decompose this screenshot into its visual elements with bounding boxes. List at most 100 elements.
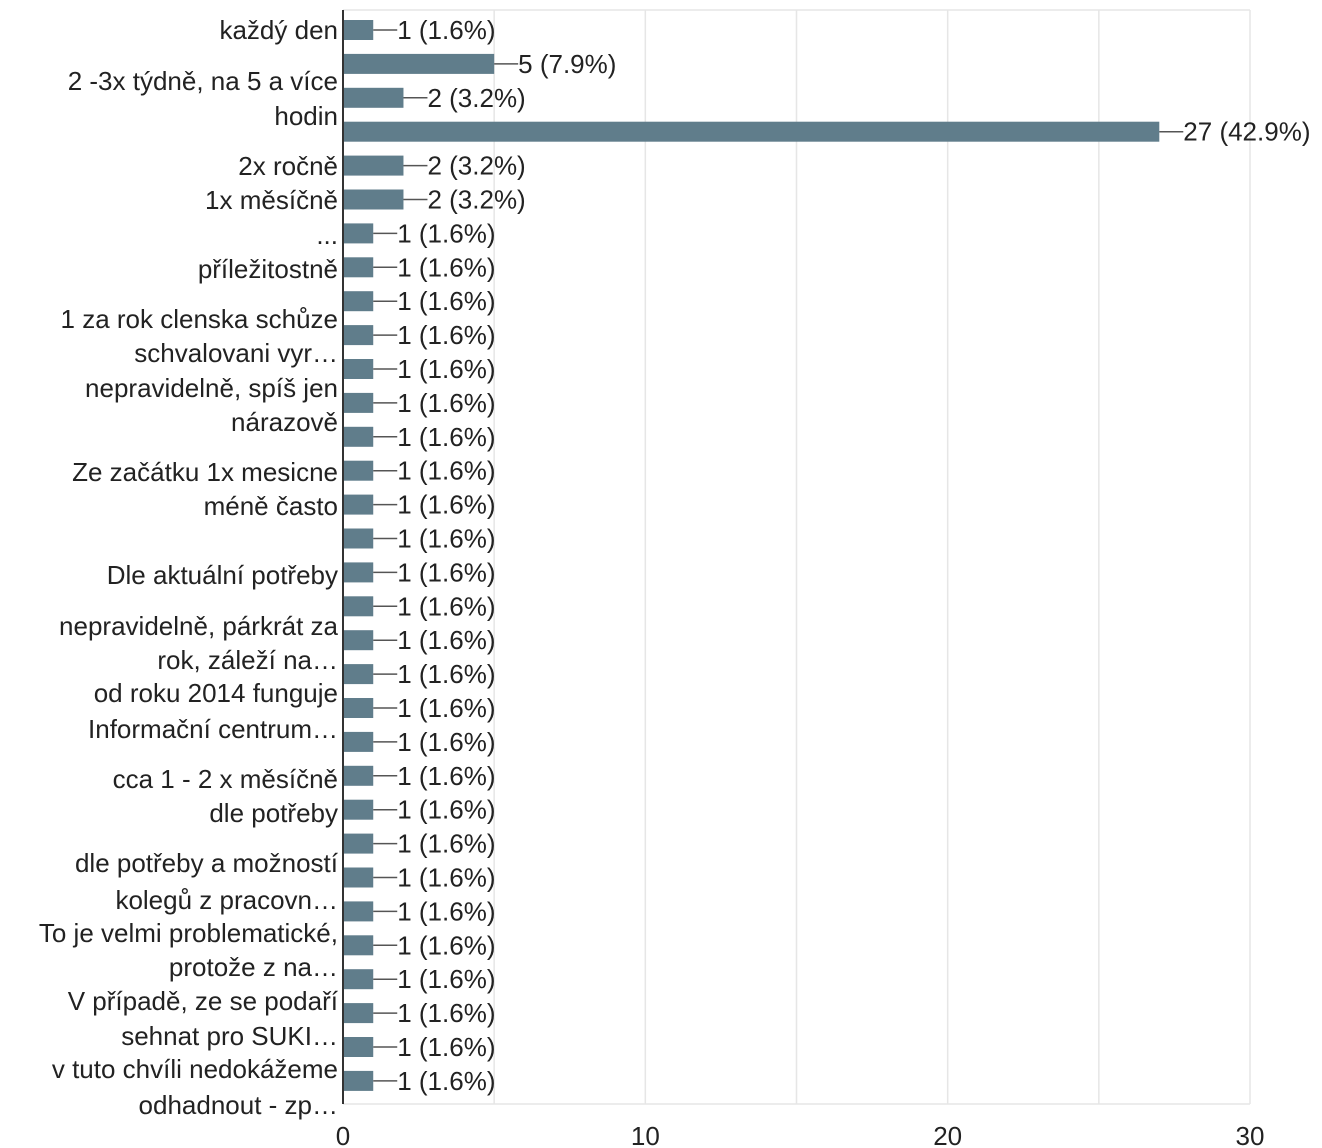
category-label: dle potřeby a možností	[75, 848, 339, 878]
data-label: 1 (1.6%)	[397, 591, 495, 621]
bar	[343, 359, 374, 379]
category-label: V případě, ze se podaří	[68, 986, 339, 1016]
data-label: 1 (1.6%)	[397, 490, 495, 520]
category-label: cca 1 - 2 x měsíčně	[113, 764, 338, 794]
bar	[343, 901, 374, 922]
data-label: 1 (1.6%)	[397, 727, 495, 757]
category-label: 2 -3x týdně, na 5 a více	[68, 66, 338, 96]
bar	[343, 1003, 374, 1024]
data-label: 1 (1.6%)	[397, 964, 495, 994]
data-label: 1 (1.6%)	[397, 693, 495, 723]
bar	[343, 426, 374, 447]
bar	[343, 630, 374, 651]
data-label: 1 (1.6%)	[397, 930, 495, 960]
category-label: To je velmi problematické,	[39, 918, 338, 948]
category-label: 2x ročně	[238, 151, 338, 181]
data-label: 1 (1.6%)	[397, 761, 495, 791]
x-tick-label: 10	[631, 1121, 660, 1148]
data-label: 2 (3.2%)	[427, 151, 525, 181]
category-label: dle potřeby	[209, 798, 338, 828]
category-label: ...	[316, 220, 338, 250]
bar	[343, 494, 374, 515]
bar	[343, 698, 374, 718]
category-label: sehnat pro SUKI…	[121, 1021, 338, 1051]
bar	[343, 392, 374, 413]
bar	[343, 528, 374, 549]
category-label: kolegů z pracovn…	[115, 885, 338, 915]
bar	[343, 291, 374, 312]
data-label: 27 (42.9%)	[1183, 117, 1310, 147]
data-label: 1 (1.6%)	[397, 524, 495, 554]
category-label: rok, záleží na…	[157, 645, 338, 675]
bar	[343, 969, 374, 990]
category-label: nepravidelně, spíš jen	[85, 373, 338, 403]
bar	[343, 53, 495, 74]
category-label: protože z na…	[169, 952, 338, 982]
bar	[343, 765, 374, 786]
category-label: 1x měsíčně	[205, 185, 338, 215]
data-label: 1 (1.6%)	[397, 896, 495, 926]
data-label: 1 (1.6%)	[397, 1032, 495, 1062]
data-label: 1 (1.6%)	[397, 1066, 495, 1096]
bar	[343, 325, 374, 346]
bar	[343, 223, 374, 244]
data-label: 5 (7.9%)	[518, 49, 616, 79]
data-label: 1 (1.6%)	[397, 388, 495, 418]
data-label: 1 (1.6%)	[397, 659, 495, 689]
bar	[343, 935, 374, 956]
category-label: méně často	[204, 491, 338, 521]
bar	[343, 562, 374, 583]
data-labels: 1 (1.6%) 5 (7.9%) 2 (3.2%) 27 (42.9%) 2 (3.2…	[397, 15, 1310, 1096]
bar	[343, 731, 374, 752]
category-label: příležitostně	[198, 254, 338, 284]
data-label: 1 (1.6%)	[397, 456, 495, 486]
category-label: každý den	[219, 15, 338, 45]
category-label: 1 za rok clenska schůze	[61, 304, 338, 334]
bar	[343, 799, 374, 820]
data-label: 1 (1.6%)	[397, 863, 495, 893]
category-label: Ze začátku 1x mesicne	[72, 457, 338, 487]
data-label: 1 (1.6%)	[397, 320, 495, 350]
category-label: nárazově	[231, 407, 338, 437]
category-label: v tuto chvíli nedokážeme	[52, 1054, 338, 1084]
category-labels: každý den 2 -3x týdně, na 5 a více hodin 2x…	[39, 15, 339, 1120]
x-tick-label: 30	[1236, 1121, 1265, 1148]
data-label: 1 (1.6%)	[397, 998, 495, 1028]
category-label: Informační centrum…	[88, 714, 338, 744]
bar	[343, 257, 374, 278]
category-label: hodin	[274, 101, 338, 131]
bar	[343, 121, 1160, 142]
data-label: 2 (3.2%)	[427, 83, 525, 113]
gridlines	[343, 9, 1251, 1105]
category-label: nepravidelně, párkrát za	[59, 611, 338, 641]
data-label: 1 (1.6%)	[397, 557, 495, 587]
data-label: 2 (3.2%)	[427, 185, 525, 215]
data-label: 1 (1.6%)	[397, 625, 495, 655]
bar	[343, 1037, 374, 1057]
bar	[343, 189, 404, 210]
data-label: 1 (1.6%)	[397, 15, 495, 45]
data-label: 1 (1.6%)	[397, 422, 495, 452]
bar	[343, 833, 374, 854]
x-tick-label: 0	[336, 1121, 350, 1148]
bar	[343, 155, 404, 176]
x-tick-label: 20	[933, 1121, 962, 1148]
data-label: 1 (1.6%)	[397, 354, 495, 384]
category-label: Dle aktuální potřeby	[107, 560, 338, 590]
category-label: schvalovani vyr…	[134, 338, 338, 368]
data-label: 1 (1.6%)	[397, 252, 495, 282]
bar	[343, 87, 404, 108]
category-label: od roku 2014 funguje	[94, 678, 338, 708]
bar	[343, 1070, 374, 1091]
bar	[343, 867, 374, 888]
x-tick-labels: 0 10 20 30	[336, 1121, 1265, 1148]
bar	[343, 20, 374, 40]
bars	[343, 20, 1184, 1091]
data-label: 1 (1.6%)	[397, 286, 495, 316]
data-label: 1 (1.6%)	[397, 795, 495, 825]
bar	[343, 664, 374, 685]
data-label: 1 (1.6%)	[397, 829, 495, 859]
data-label: 1 (1.6%)	[397, 218, 495, 248]
bar	[343, 460, 374, 481]
